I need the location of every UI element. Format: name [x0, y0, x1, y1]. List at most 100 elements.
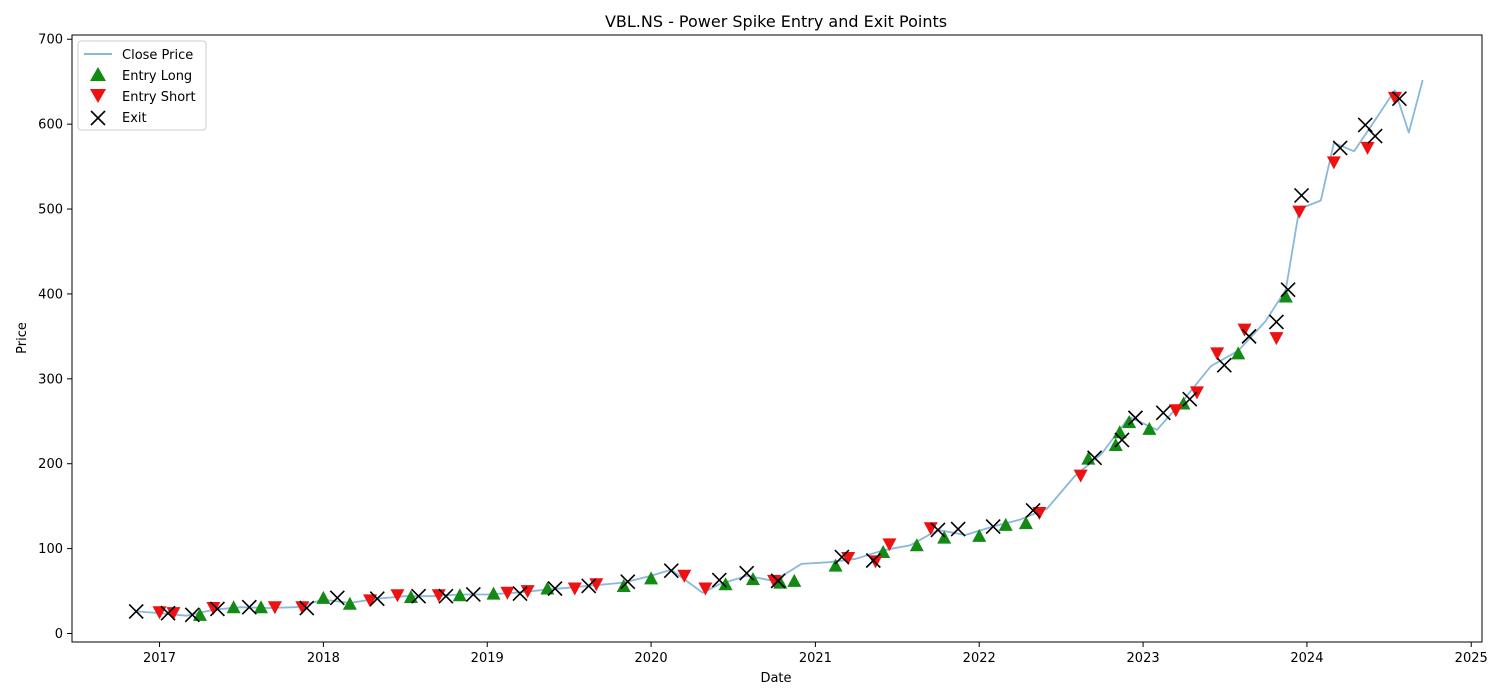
entry-long-marker [1142, 421, 1157, 435]
exit-marker [160, 605, 176, 621]
exit-marker [241, 599, 257, 615]
exit-marker [465, 586, 481, 603]
entry-long-marker [972, 528, 987, 542]
entry-long-marker [909, 538, 924, 552]
exit-marker [834, 549, 850, 565]
entry-long-marker [452, 588, 467, 602]
x-tick-label: 2021 [799, 651, 832, 666]
entry-short-marker [1237, 323, 1252, 337]
x-tick-label: 2020 [635, 651, 668, 666]
x-tick-label: 2017 [143, 651, 176, 666]
x-tick-label: 2022 [963, 651, 996, 666]
y-tick-label: 0 [55, 627, 63, 642]
exit-marker [1391, 91, 1407, 107]
exit-marker [770, 573, 786, 589]
exit-marker [1114, 432, 1130, 448]
axes-frame [71, 34, 1483, 643]
legend-exit-swatch [90, 110, 106, 126]
x-tick-label: 2019 [471, 651, 504, 666]
exit-marker [985, 518, 1001, 535]
y-axis-title: Price [15, 322, 30, 354]
entry-long-marker [828, 558, 843, 572]
exit-marker [1367, 128, 1383, 144]
entry-short-marker [363, 594, 378, 608]
entry-short-marker [677, 569, 692, 583]
exit-marker [865, 552, 881, 569]
entry-short-marker [1073, 469, 1088, 483]
exit-marker [1357, 117, 1373, 133]
entry-short-marker [1168, 404, 1183, 418]
exit-marker [1293, 187, 1310, 204]
entry-long-marker [253, 600, 268, 614]
entry-short-marker [1210, 347, 1225, 361]
entry-long-marker [718, 577, 733, 591]
entry-short-marker [295, 601, 310, 615]
exit-marker [1127, 410, 1144, 426]
legend-frame [77, 40, 207, 131]
exit-marker [1280, 282, 1296, 298]
exit-marker [184, 607, 200, 623]
entry-long-marker [342, 596, 357, 610]
entry-short-marker [152, 606, 167, 620]
exit-marker [581, 578, 597, 594]
exit-marker [128, 603, 144, 620]
entry-long-marker [316, 590, 331, 604]
exit-marker [1087, 450, 1103, 466]
y-tick-label: 200 [38, 457, 63, 472]
y-tick-label: 600 [38, 118, 63, 133]
entry-short-marker [520, 585, 535, 599]
legend-exit-label: Exit [122, 111, 147, 126]
y-axis: 0 100 200 300 400 500 600 700 [38, 33, 72, 642]
exit-marker [620, 574, 636, 590]
entry-long-marker [998, 517, 1013, 531]
exit-marker [1216, 357, 1232, 373]
x-tick-label: 2024 [1290, 651, 1323, 666]
exit-marker [1155, 405, 1171, 421]
entry-short-marker [882, 538, 897, 552]
entry-long-marker [540, 581, 555, 595]
exit-marker [1025, 502, 1041, 518]
exit-marker [930, 522, 946, 538]
y-tick-label: 500 [38, 203, 63, 218]
entry-short-marker [1292, 205, 1307, 219]
legend-close-price-label: Close Price [122, 48, 193, 63]
exit-marker [1241, 328, 1257, 344]
entry-short-marker [206, 602, 221, 616]
exit-marker [1332, 140, 1348, 156]
legend-entry-long-swatch [90, 67, 106, 81]
entry-long-marker [226, 600, 241, 614]
x-axis-title: Date [760, 671, 791, 686]
exit-marker [438, 588, 454, 604]
plot-area [128, 79, 1424, 623]
exit-marker [299, 600, 315, 616]
exit-marker [1268, 314, 1284, 330]
entry-long-marker [1108, 438, 1123, 452]
entry-long-marker [486, 586, 501, 600]
chart-title: VBL.NS - Power Spike Entry and Exit Poin… [605, 12, 947, 31]
exit-marker [547, 580, 563, 597]
entry-short-marker [1269, 332, 1284, 346]
x-tick-label: 2018 [307, 651, 340, 666]
entry-short-marker [500, 586, 515, 600]
entry-long-marker [192, 607, 207, 621]
exit-marker [711, 572, 727, 588]
entry-short-marker [767, 574, 782, 588]
exit-marker [739, 565, 755, 581]
entry-short-marker [1326, 156, 1341, 170]
x-axis: 2017 2018 2019 2020 2021 2022 2023 2024 2025 [143, 642, 1488, 666]
y-tick-label: 300 [38, 372, 63, 387]
exit-marker [410, 588, 427, 604]
entry-short-marker [267, 601, 282, 615]
legend-entry-short-swatch [90, 89, 106, 103]
entry-short-marker [390, 589, 405, 603]
entry-short-marker [567, 582, 582, 596]
exit-marker [663, 563, 679, 579]
y-tick-label: 100 [38, 542, 63, 557]
entry-long-marker [787, 573, 802, 587]
entry-long-marker [1122, 415, 1137, 429]
exit-marker [512, 586, 528, 602]
exit-marker [369, 591, 385, 607]
legend-entry-long-label: Entry Long [122, 69, 192, 84]
y-tick-label: 400 [38, 287, 63, 302]
